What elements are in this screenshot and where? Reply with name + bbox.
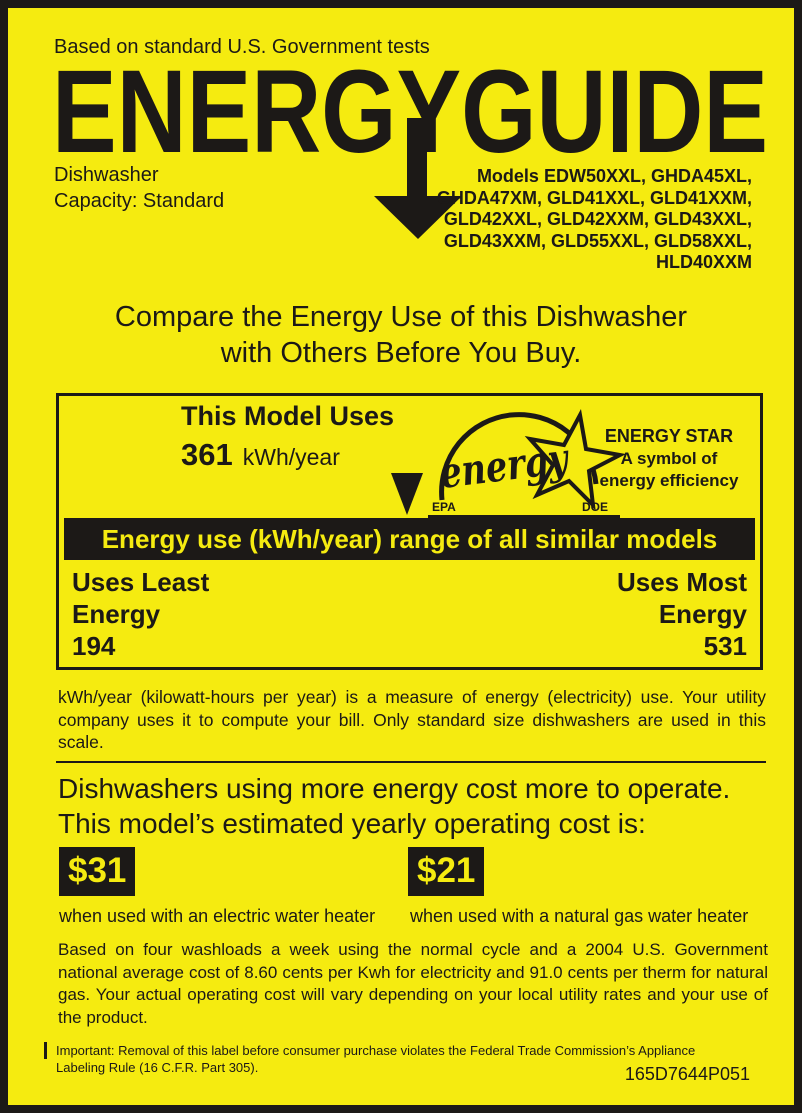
doe-text: DOE [582, 500, 608, 514]
uses-most-block: Uses Most Energy 531 [617, 566, 747, 662]
uses-most-value: 531 [703, 631, 747, 661]
operating-cost-headline-line2: This model’s estimated yearly operating … [58, 808, 646, 839]
this-model-uses-label: This Model Uses [181, 401, 395, 431]
appliance-info: Dishwasher Capacity: Standard [54, 162, 224, 214]
epa-text: EPA [432, 500, 456, 514]
uses-most-line1: Uses Most [616, 567, 747, 597]
uses-most-line2: Energy [658, 599, 747, 629]
compare-heading-line2: with Others Before You Buy. [220, 337, 582, 369]
energy-star-caption-line2: A symbol of [620, 449, 718, 468]
energy-star-caption-line3: energy efficiency [599, 471, 739, 490]
electric-cost-badge: $31 [59, 847, 136, 896]
range-position-marker-icon [391, 473, 423, 515]
model-numbers-line: GLD42XXL, GLD42XXM, GLD43XXL, [443, 209, 752, 229]
electric-cost-caption: when used with an electric water heater [59, 906, 376, 926]
section-divider [56, 761, 766, 763]
model-numbers-line: GLD43XXM, GLD55XXL, GLD58XXL, [443, 230, 752, 251]
label-part-number: 165D7644P051 [624, 1064, 750, 1084]
annual-energy-use: 361 kWh/year [181, 437, 340, 473]
range-bar: Energy use (kWh/year) range of all simil… [64, 518, 755, 560]
model-numbers-line: GHDA47XM, GLD41XXL, GLD41XXM, [436, 187, 752, 208]
energy-star-caption: ENERGY STAR A symbol of energy efficienc… [583, 424, 755, 492]
model-numbers-line: HLD40XXM [655, 252, 752, 272]
model-numbers-line: Models EDW50XXL, GHDA45XL, [476, 166, 752, 186]
ftc-important-note: Important: Removal of this label before … [56, 1043, 696, 1075]
uses-least-block: Uses Least Energy 194 [72, 566, 209, 662]
model-numbers: Models EDW50XXL, GHDA45XL, GHDA47XM, GLD… [437, 166, 752, 274]
kwh-value: 361 [181, 437, 233, 472]
appliance-capacity: Capacity: Standard [54, 190, 225, 212]
compare-heading: Compare the Energy Use of this Dishwashe… [8, 299, 794, 371]
cost-basis-note: Based on four washloads a week using the… [58, 940, 768, 1027]
uses-least-value: 194 [72, 631, 116, 661]
compare-heading-line1: Compare the Energy Use of this Dishwashe… [114, 301, 688, 333]
uses-least-line1: Uses Least [72, 567, 210, 597]
gas-cost-badge: $21 [408, 847, 485, 896]
operating-cost-headline-line1: Dishwashers using more energy cost more … [58, 773, 731, 804]
appliance-type: Dishwasher [54, 164, 159, 186]
down-arrow-icon [374, 118, 462, 239]
uses-least-line2: Energy [72, 599, 161, 629]
footer-tick-mark [44, 1042, 47, 1059]
operating-cost-headline: Dishwashers using more energy cost more … [58, 771, 730, 841]
based-on-text: Based on standard U.S. Government tests [54, 36, 430, 58]
gas-cost-caption: when used with a natural gas water heate… [410, 906, 749, 926]
energy-star-caption-line1: ENERGY STAR [604, 426, 734, 446]
energy-star-logo-icon: energy EPA DOE [428, 408, 625, 520]
energy-use-box: This Model Uses 361 kWh/year energy EPA … [56, 393, 763, 670]
star-icon [524, 408, 625, 511]
kwh-explanation: kWh/year (kilowatt-hours per year) is a … [58, 687, 766, 752]
kwh-unit: kWh/year [242, 444, 340, 470]
